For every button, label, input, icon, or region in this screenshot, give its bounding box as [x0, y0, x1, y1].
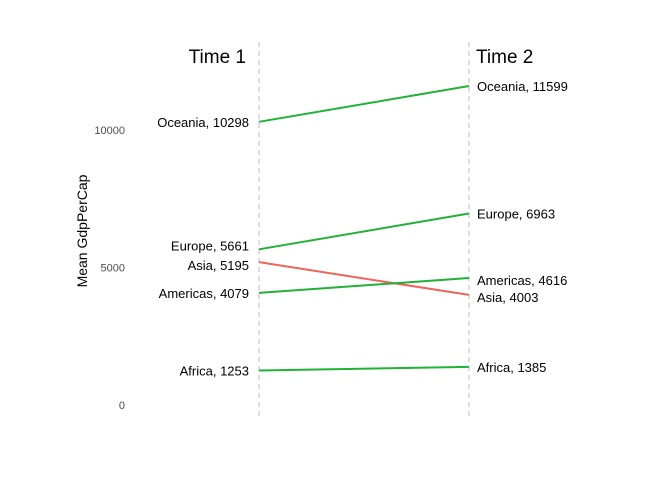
y-axis: 0 5000 10000	[94, 125, 125, 412]
label-time1-oceania: Oceania, 10298	[157, 115, 249, 130]
slope-labels: Oceania, 10298 Oceania, 11599 Europe, 5661…	[157, 79, 568, 379]
column-guides	[258, 42, 470, 420]
y-tick-label: 5000	[101, 263, 125, 275]
label-time2-europe: Europe, 6963	[477, 207, 555, 222]
label-time1-americas: Americas, 4079	[159, 286, 249, 301]
label-time1-africa: Africa, 1253	[180, 364, 249, 379]
label-time2-asia: Asia, 4003	[477, 290, 538, 305]
label-time1-asia: Asia, 5195	[188, 258, 249, 273]
column-headers: Time 1 Time 2	[189, 47, 534, 68]
label-time1-europe: Europe, 5661	[171, 238, 249, 253]
slope-line-europe	[258, 212, 470, 251]
label-time2-oceania: Oceania, 11599	[477, 79, 568, 94]
slope-line-oceania	[258, 85, 470, 123]
y-tick-label: 10000	[94, 125, 125, 137]
slope-line-asia	[258, 261, 470, 296]
label-time2-africa: Africa, 1385	[477, 360, 546, 375]
y-axis-title: Mean GdpPerCap	[74, 174, 90, 287]
column-header-time-2: Time 2	[476, 47, 533, 68]
y-tick-label: 0	[119, 400, 125, 412]
slope-line-africa	[258, 365, 470, 372]
label-time2-americas: Americas, 4616	[477, 273, 567, 288]
column-header-time-1: Time 1	[189, 47, 246, 68]
slope-line-americas	[258, 277, 470, 294]
slope-lines	[258, 85, 470, 372]
